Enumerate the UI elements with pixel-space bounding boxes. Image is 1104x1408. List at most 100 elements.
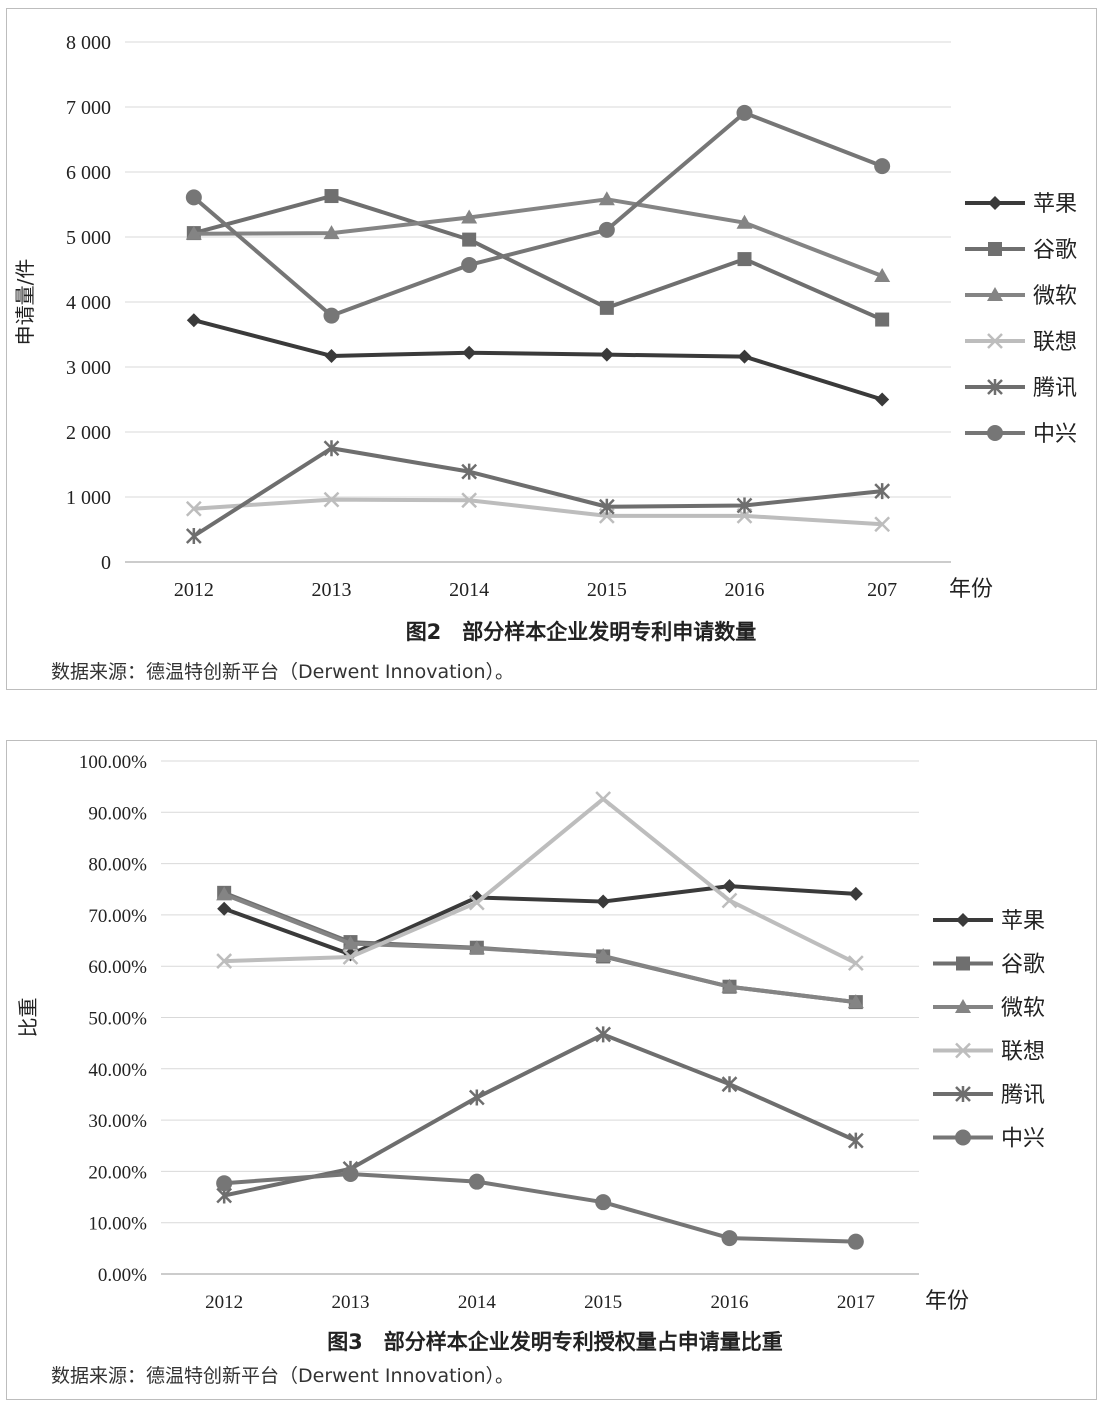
- gridlines: [125, 41, 951, 563]
- data-point: [461, 256, 478, 273]
- legend-entry: 苹果: [933, 909, 1045, 934]
- legend-entry: 腾讯: [933, 1083, 1045, 1108]
- legend-label: 腾讯: [1001, 1083, 1045, 1108]
- y-tick-label: 5 000: [66, 227, 111, 249]
- series-x: [185, 491, 891, 533]
- legend-label: 中兴: [1001, 1127, 1045, 1152]
- legend-entry: 苹果: [965, 192, 1077, 217]
- data-point: [185, 225, 202, 240]
- x-tick-label: 2017: [837, 1292, 875, 1313]
- y-axis-title: 比重: [16, 998, 40, 1038]
- legend-label: 联想: [1001, 1040, 1045, 1065]
- legend-marker: [956, 913, 970, 927]
- figure-caption: 图2 部分样本企业发明专利申请数量: [406, 620, 757, 644]
- legend-marker: [955, 999, 971, 1013]
- data-point: [216, 1175, 233, 1192]
- figure-3-source: 数据来源：德温特创新平台（Derwent Innovation）。: [51, 1365, 514, 1387]
- x-axis-title: 年份: [949, 577, 993, 602]
- gridlines: [161, 760, 919, 1275]
- y-tick-label: 30.00%: [88, 1111, 147, 1132]
- data-point: [216, 953, 233, 969]
- data-point: [721, 1230, 738, 1247]
- data-point: [599, 347, 614, 362]
- x-tick-label: 2014: [449, 579, 489, 601]
- legend-label: 谷歌: [1001, 953, 1045, 978]
- x-tick-label: 2013: [332, 1292, 370, 1313]
- y-tick-label: 90.00%: [88, 803, 147, 824]
- x-tick-label: 2016: [711, 1292, 749, 1313]
- legend-entry: 中兴: [933, 1127, 1045, 1152]
- data-point: [186, 313, 201, 328]
- series-line: [193, 194, 883, 322]
- data-point: [847, 994, 864, 1009]
- legend-entry: 微软: [933, 996, 1045, 1021]
- legend-marker: [987, 379, 1003, 395]
- series-line: [193, 497, 883, 527]
- x-tick-label: 2012: [205, 1292, 243, 1313]
- data-point: [737, 349, 752, 364]
- series-x: [216, 791, 864, 972]
- legend-marker: [987, 425, 1003, 441]
- y-tick-label: 0: [101, 552, 111, 574]
- data-point: [324, 189, 339, 204]
- data-point: [217, 901, 232, 916]
- legend-label: 苹果: [1033, 192, 1077, 217]
- series-star: [185, 440, 891, 544]
- legend-entry: 联想: [965, 330, 1077, 355]
- figure-caption: 图3 部分样本企业发明专利授权量占申请量比重: [327, 1330, 783, 1354]
- data-point: [874, 158, 891, 175]
- x-tick-label: 2015: [587, 579, 627, 601]
- legend-label: 苹果: [1001, 909, 1045, 934]
- data-point: [598, 498, 615, 515]
- data-point: [721, 892, 738, 909]
- y-tick-label: 60.00%: [88, 957, 147, 978]
- data-point: [848, 886, 863, 901]
- data-point: [847, 1132, 864, 1149]
- legend-marker: [987, 333, 1003, 349]
- series-line: [224, 796, 857, 965]
- data-point: [216, 886, 233, 901]
- series-triangle: [216, 886, 864, 1009]
- x-tick-label: 207: [867, 579, 897, 601]
- data-point: [185, 189, 202, 206]
- y-tick-label: 70.00%: [88, 906, 147, 927]
- data-point: [468, 1089, 485, 1106]
- series-line: [224, 1171, 856, 1244]
- x-tick-label: 2012: [174, 579, 214, 601]
- data-point: [874, 516, 891, 533]
- x-tick-label: 2016: [725, 579, 765, 601]
- figure-2-panel: 0 1 000 2 000 3 000 4 000 5 000 6 000 7 000 8 00…: [6, 8, 1097, 690]
- y-tick-label: 7 000: [66, 97, 111, 119]
- series-circle: [185, 104, 891, 324]
- legend-marker: [955, 1086, 971, 1102]
- series-line: [193, 318, 883, 402]
- legend-label: 中兴: [1033, 422, 1077, 447]
- data-point: [461, 209, 478, 224]
- series-line: [223, 890, 857, 1005]
- legend-marker: [988, 242, 1002, 256]
- y-tick-label: 20.00%: [88, 1162, 147, 1183]
- series-line: [223, 884, 856, 957]
- series-triangle: [185, 191, 891, 282]
- data-point: [185, 500, 202, 517]
- data-point: [847, 1233, 864, 1250]
- data-point: [736, 104, 753, 121]
- data-point: [736, 497, 753, 514]
- data-point: [598, 221, 615, 238]
- data-point: [595, 1026, 612, 1043]
- data-point: [468, 894, 485, 911]
- series-circle: [216, 1165, 864, 1250]
- data-point: [342, 949, 359, 965]
- data-point: [737, 252, 752, 267]
- y-tick-label: 4 000: [66, 292, 111, 314]
- data-point: [599, 300, 614, 315]
- legend-label: 联想: [1033, 330, 1077, 355]
- data-point: [323, 225, 340, 240]
- legend-label: 谷歌: [1033, 238, 1077, 263]
- legend-label: 腾讯: [1033, 376, 1077, 401]
- figure-3-panel: 0.00% 10.00% 20.00% 30.00% 40.00% 50.00% 60.00…: [6, 740, 1097, 1400]
- legend-label: 微软: [1001, 996, 1045, 1021]
- y-tick-label: 0.00%: [98, 1265, 147, 1286]
- x-tick-label: 2015: [584, 1292, 622, 1313]
- data-point: [469, 890, 484, 905]
